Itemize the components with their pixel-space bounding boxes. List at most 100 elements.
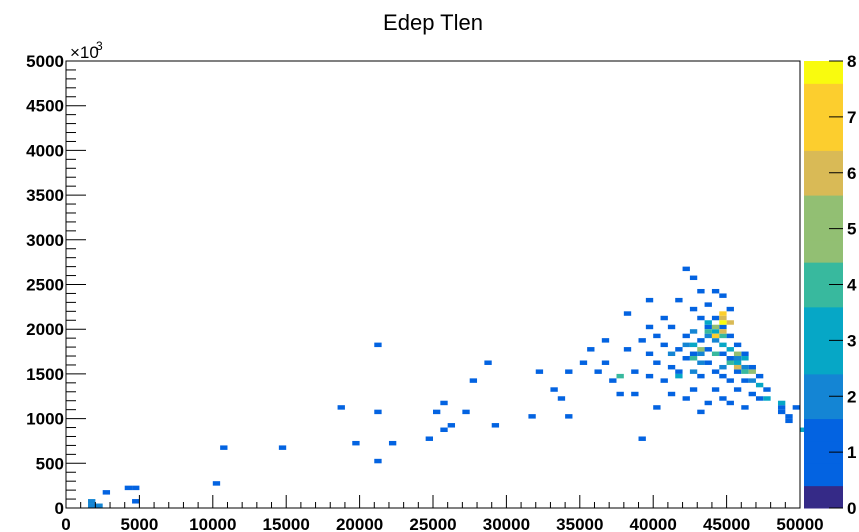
heatmap-cell bbox=[726, 356, 734, 361]
color-scale-band bbox=[804, 262, 843, 285]
heatmap-cell bbox=[741, 356, 749, 361]
heatmap-cell bbox=[726, 306, 734, 312]
heatmap-cell bbox=[631, 391, 639, 397]
x-tick-label: 25000 bbox=[409, 515, 456, 532]
heatmap-cell bbox=[88, 499, 96, 504]
y-tick-label: 1500 bbox=[26, 365, 64, 384]
heatmap-cell bbox=[660, 342, 668, 348]
heatmap-cell bbox=[565, 369, 573, 374]
heatmap-cell bbox=[719, 351, 727, 357]
heatmap-cell bbox=[733, 369, 742, 374]
heatmap-cell bbox=[609, 378, 617, 383]
y-tick-label: 3500 bbox=[26, 186, 64, 205]
heatmap-cell bbox=[697, 315, 705, 321]
heatmap-cell bbox=[697, 351, 705, 357]
x-tick-label: 0 bbox=[61, 515, 70, 532]
heatmap-cell bbox=[689, 356, 698, 361]
heatmap-cell bbox=[733, 364, 742, 370]
heatmap-cell bbox=[462, 409, 470, 415]
color-scale-band bbox=[804, 418, 843, 442]
heatmap-cell bbox=[645, 324, 654, 330]
heatmap-cell bbox=[726, 378, 734, 383]
heatmap-cell bbox=[388, 440, 397, 446]
heatmap-cell bbox=[792, 405, 800, 410]
heatmap-cell bbox=[697, 338, 705, 343]
heatmap-cell bbox=[785, 418, 793, 424]
heatmap-cell bbox=[447, 423, 456, 428]
heatmap-cell bbox=[748, 378, 756, 383]
heatmap-cell bbox=[484, 360, 492, 365]
heatmap-cell bbox=[682, 333, 690, 339]
heatmap-cell bbox=[733, 387, 742, 392]
color-scale-band bbox=[804, 329, 843, 353]
heatmap-cell bbox=[741, 369, 749, 374]
color-scale-band bbox=[804, 61, 843, 84]
heatmap-cell bbox=[675, 373, 683, 379]
heatmap-cell bbox=[726, 400, 734, 406]
chart-title: Edep Tlen bbox=[383, 10, 483, 35]
heatmap-cell bbox=[719, 333, 727, 339]
heatmap-cell bbox=[726, 320, 734, 325]
heatmap-cell bbox=[220, 445, 228, 450]
heatmap-cell bbox=[719, 364, 727, 370]
color-scale-label: 3 bbox=[847, 331, 856, 350]
color-scale-label: 6 bbox=[847, 164, 856, 183]
heatmap-cell bbox=[638, 436, 646, 441]
heatmap-cell bbox=[726, 333, 734, 339]
heatmap-cell bbox=[95, 503, 103, 508]
heatmap-cell bbox=[704, 302, 712, 307]
heatmap-cell bbox=[352, 440, 360, 446]
heatmap-cell bbox=[587, 347, 595, 352]
heatmap-cell bbox=[675, 369, 683, 374]
heatmap-cell bbox=[565, 414, 573, 419]
heatmap-cell bbox=[433, 409, 441, 415]
heatmap-cell bbox=[425, 436, 433, 441]
color-scale-band bbox=[804, 440, 843, 464]
heatmap-cell bbox=[741, 364, 749, 370]
heatmap-cell bbox=[374, 342, 382, 348]
heatmap-cell bbox=[733, 356, 742, 361]
y-axis-multiplier: ×10 3 bbox=[70, 39, 103, 62]
y-tick-label: 2500 bbox=[26, 276, 64, 295]
heatmap-cell bbox=[528, 414, 536, 419]
heatmap-cell bbox=[704, 347, 712, 352]
heatmap-cell bbox=[755, 382, 764, 388]
axes: 0 5000 10000 15000 20000 25000 30000 35000 40000… bbox=[26, 52, 823, 532]
heatmap-cell bbox=[719, 329, 727, 334]
heatmap-cell bbox=[374, 458, 382, 464]
heatmap-cell bbox=[704, 329, 712, 334]
heatmap-cell bbox=[755, 396, 764, 401]
heatmap-cell bbox=[337, 405, 345, 410]
color-scale-label: 0 bbox=[847, 499, 856, 518]
heatmap-cell bbox=[667, 364, 676, 370]
heatmap-cell bbox=[741, 378, 749, 383]
x-tick-label: 35000 bbox=[556, 515, 603, 532]
x-tick-label: 5000 bbox=[120, 515, 158, 532]
heatmap-cell bbox=[682, 342, 690, 348]
y-tick-label: 0 bbox=[55, 499, 64, 518]
heatmap-cell bbox=[660, 315, 668, 321]
heatmap-cell bbox=[704, 320, 712, 325]
x-tick-label: 10000 bbox=[189, 515, 236, 532]
heatmap-cell bbox=[697, 347, 705, 352]
heatmap-cell bbox=[660, 378, 668, 383]
heatmap-cell bbox=[132, 485, 140, 491]
heatmap-cell bbox=[653, 405, 661, 410]
heatmap-cell bbox=[733, 351, 742, 357]
heatmap-cell bbox=[689, 351, 698, 357]
heatmap-cell bbox=[623, 347, 632, 352]
x-tick-label: 45000 bbox=[703, 515, 750, 532]
heatmap-cell bbox=[616, 373, 624, 379]
color-scale-band bbox=[804, 306, 843, 330]
heatmap-cell bbox=[726, 347, 734, 352]
x-tick-label: 30000 bbox=[483, 515, 530, 532]
heatmap-cell bbox=[763, 396, 771, 401]
x-tick-label: 20000 bbox=[336, 515, 383, 532]
heatmap-cell bbox=[689, 387, 698, 392]
heatmap-cell bbox=[653, 333, 661, 339]
color-scale-band bbox=[804, 239, 843, 263]
y-multiplier-exponent: 3 bbox=[96, 39, 103, 53]
heatmap-cell bbox=[689, 369, 698, 374]
y-tick-label: 4500 bbox=[26, 97, 64, 116]
heatmap-cell bbox=[711, 324, 720, 330]
